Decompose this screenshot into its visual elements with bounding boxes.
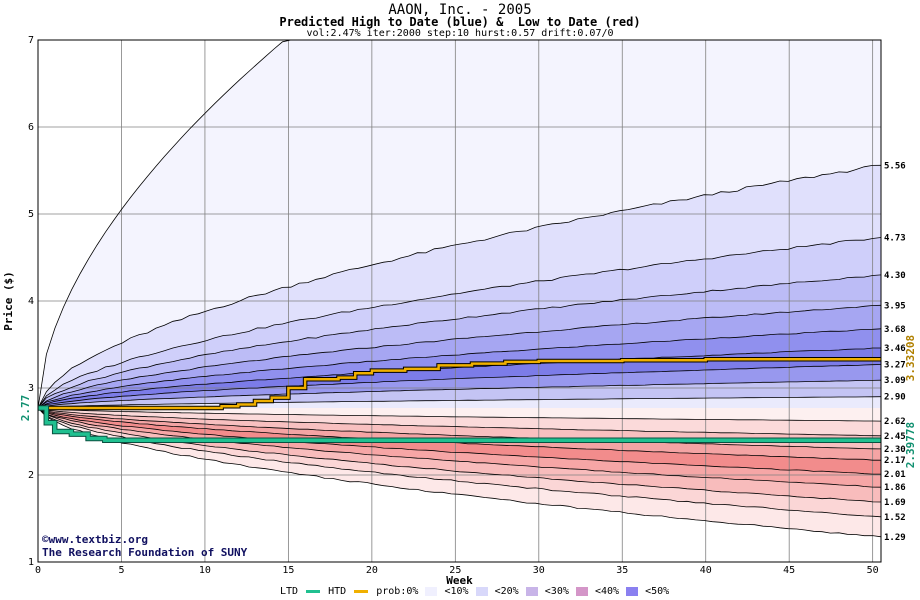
band-label-10: 2.62 [884,417,906,427]
y-tick-label-7: 7 [28,35,34,46]
legend-ltd-swatch [306,590,321,593]
x-tick-label-50: 50 [867,565,879,576]
upper-band-line-3 [37,274,882,409]
y-tick-label-6: 6 [28,122,34,133]
upper-band-line-5 [37,328,882,409]
legend-40-swatch [575,587,588,596]
x-tick-label-40: 40 [700,565,712,576]
y-tick-label-5: 5 [28,209,34,220]
y-tick-label-4: 4 [28,296,34,307]
copyright-symbol: © [42,533,49,546]
legend: LTD HTD prob:0% <10% <20% <30% <40% <50% [280,586,669,598]
y-axis-label: Price ($) [2,271,15,331]
credit-website: ©www.textbiz.org [42,533,148,546]
lower-band-line-4 [37,407,881,475]
chart-subtitle: Predicted High to Date (blue) & Low to D… [279,15,641,29]
band-label-4: 3.95 [884,301,906,311]
legend-50-label: <50% [645,586,670,597]
band-label-1: 5.56 [884,161,906,171]
y-tick-label-2: 2 [28,470,34,481]
band-label-15: 1.86 [884,483,906,493]
band-label-5: 3.68 [884,325,906,335]
legend-10-swatch [425,587,438,596]
lower-band-line-6 [37,407,882,450]
lower-band-8 [38,408,881,422]
band-label-17: 1.52 [884,513,906,523]
band-label-3: 4.30 [884,271,906,281]
legend-40-label: <40% [594,586,620,597]
upper-band-line-8 [37,379,882,409]
legend-10-label: <10% [444,586,469,597]
legend-30-swatch [525,587,538,596]
upper-band-line-4 [37,304,882,409]
lower-band-line-3 [37,407,882,488]
x-tick-label-35: 35 [616,565,628,576]
ltd-line [38,406,881,442]
lower-band-line-8 [37,407,882,422]
htd-line [38,358,881,410]
lower-band-line-1 [37,407,882,518]
legend-prob-label: prob:0% [376,586,419,597]
lower-band-line-0 [37,407,882,538]
y-tick-label-3: 3 [28,383,34,394]
x-axis-label: Week [446,574,473,587]
legend-30-label: <30% [544,586,569,597]
band-label-14: 2.01 [884,470,906,480]
band-label-11: 2.45 [884,432,906,442]
legend-htd-label: HTD [328,586,347,597]
lower-band-line-7 [37,407,882,437]
y-tick-label-1: 1 [28,557,34,568]
band-label-18: 1.29 [884,533,906,543]
band-label-6: 3.46 [884,344,906,354]
legend-ltd-label: LTD [280,586,299,597]
legend-50-swatch [626,587,639,596]
band-label-12: 2.30 [884,445,906,455]
band-label-7: 3.27 [884,361,906,371]
ltd-final-value: 2.39778 [904,422,917,468]
upper-band-line-7 [37,364,882,409]
upper-band-line-2 [37,237,882,409]
x-tick-label-20: 20 [366,565,378,576]
legend-20-swatch [475,587,488,596]
band-label-2: 4.73 [884,233,906,243]
upper-band-line-1 [37,164,882,409]
band-label-13: 2.17 [884,456,906,466]
chart-title: AAON, Inc. - 2005 [388,2,532,18]
x-tick-label-15: 15 [282,565,294,576]
credit-website-text: www.textbiz.org [48,533,148,546]
band-label-9: 2.90 [884,393,906,403]
chart-parameters: vol:2.47% iter:2000 step:10 hurst:0.57 d… [306,28,614,39]
legend-htd-swatch [354,590,369,593]
x-tick-label-10: 10 [199,565,211,576]
band-label-8: 3.09 [884,376,906,386]
credit-organization: The Research Foundation of SUNY [42,546,248,559]
x-tick-label-25: 25 [449,565,461,576]
x-tick-label-30: 30 [533,565,545,576]
x-tick-label-45: 45 [783,565,795,576]
legend-20-label: <20% [494,586,519,597]
x-tick-label-5: 5 [118,565,124,576]
upper-band-line-9 [37,396,882,409]
plot-frame [37,39,882,563]
start-price-label: 2.77 [19,395,32,422]
band-label-16: 1.69 [884,498,906,508]
htd-final-value: 3.33208 [904,335,917,381]
x-tick-label-0: 0 [35,565,41,576]
